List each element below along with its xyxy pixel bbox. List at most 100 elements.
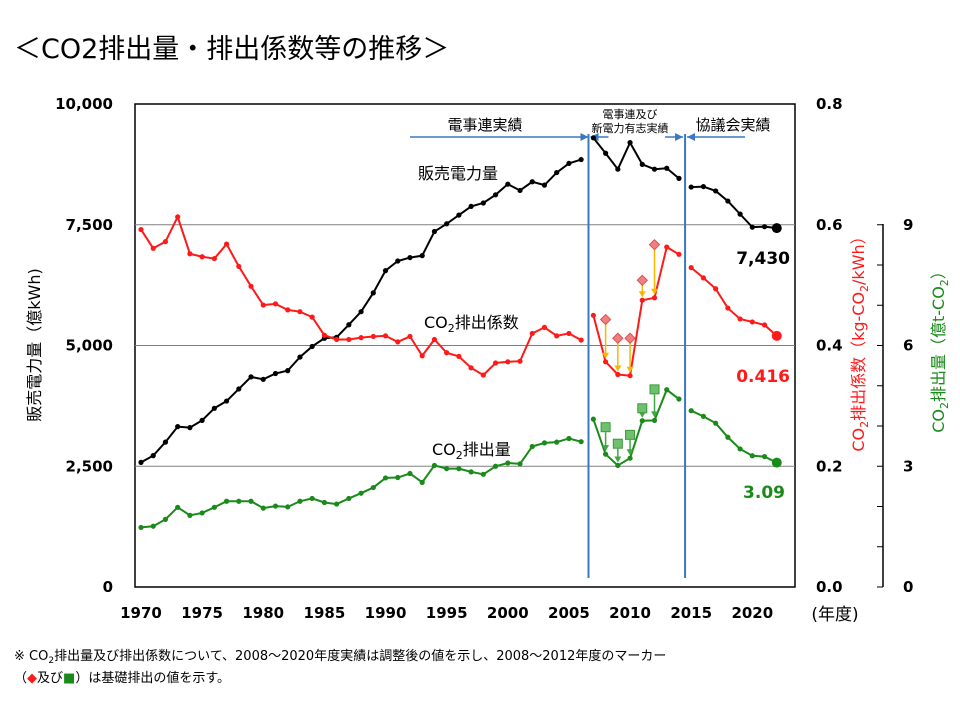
end-value-sales: 7,430 [736,249,790,269]
sales-point [260,376,266,382]
coef-line-seg-1 [592,245,680,377]
sales-point [211,405,217,411]
sales-point [419,253,425,259]
period2-label-line2: 新電力有志実績 [592,121,669,135]
emission-point [468,469,474,475]
end-value-emission: 3.09 [743,483,785,503]
square-adjust-arrowhead [602,445,610,452]
sales-point [248,374,254,380]
coef-point [651,295,658,301]
emission-point [150,523,156,529]
right1-tick-label: 0.2 [816,457,843,475]
coef-point [382,333,389,339]
emission-point [346,495,352,502]
coef-base-marker [612,332,624,344]
emission-point [688,408,694,414]
emission-point [749,453,755,459]
coef-point [676,251,682,257]
emission-point [517,461,523,467]
left-tick-label: 2,500 [66,457,113,475]
emission-point [309,495,315,502]
sales-point [187,425,193,431]
sales-point [676,175,682,181]
x-tick-label: 2005 [548,604,590,622]
sales-point [664,165,670,171]
page-title: ＜CO2排出量・排出係数等の推移＞ [14,34,449,65]
coef-base-marker [636,274,648,287]
coef-point [297,309,303,315]
sales-point [737,211,743,217]
emission-base-marker [649,384,660,395]
coef-point [444,350,450,356]
right2-axis-title: CO2排出量（億t-CO2） [929,263,951,433]
x-tick-label: 1990 [365,604,407,622]
emission-base-marker [600,422,611,433]
sales-point [285,368,291,374]
diamond-adjust-arrowhead [651,288,659,295]
emission-point [627,455,633,461]
arrow-period2-right-head [675,133,684,141]
emission-point [260,505,266,511]
left-tick-label: 7,500 [66,216,113,234]
series-label-emission: CO2排出量 [432,440,511,462]
sales-point [541,182,548,188]
emission-point [615,462,621,469]
emission-point [590,416,596,422]
period-arrows [410,133,746,141]
series-label-coef: CO2排出係数 [424,313,519,335]
sales-point [761,224,768,230]
sales-point [713,188,719,194]
emission-point [187,512,193,518]
x-tick-label: 1980 [242,604,284,622]
gridlines [135,224,795,467]
coef-point [688,265,694,271]
sales-point [223,398,230,404]
emission-point [162,516,169,522]
left-tick-label: 10,000 [55,95,113,113]
emission-point [554,439,560,445]
sales-point [725,198,731,204]
coef-point [578,337,584,343]
emission-point [761,453,768,460]
square-adjust-arrowhead [614,456,622,463]
emission-point [175,504,181,510]
coef-point [162,239,169,245]
sales-point [468,203,474,209]
coef-point [615,371,621,378]
sales-point [456,212,462,218]
coef-point [150,245,156,251]
emission-point [566,435,572,442]
coef-point [492,360,499,366]
emission-point [700,413,707,419]
sales-point [590,135,596,141]
sales-point [370,290,376,296]
right2-tick-label: 9 [903,216,913,234]
diamond-adjust-arrowhead [602,352,610,359]
period1-label: 電事連実績 [447,116,522,134]
coef-point [370,333,376,340]
emission-point [444,466,450,472]
sales-line-seg-1 [592,137,680,180]
emission-line-seg-0 [140,437,582,529]
sales-point [236,386,242,392]
emission-point [138,524,144,531]
coef-line-seg-0 [140,214,582,377]
coef-point [223,241,230,247]
coef-point [541,324,548,330]
sales-point [309,343,315,350]
sales-point [700,183,707,190]
series-label-sales: 販売電力量 [418,164,498,183]
coef-point [468,365,474,371]
sales-point [492,192,499,198]
emission-point [541,440,548,446]
coef-point [419,353,425,359]
left-axis-title: 販売電力量（億kWh) [25,268,44,421]
emission-point [236,498,242,504]
sales-point [346,322,352,328]
sales-point [444,221,450,227]
diamond-adjust-arrowhead [614,365,622,372]
emission-point [407,470,413,477]
right1-tick-label: 0.8 [816,95,843,113]
sales-point [688,184,694,190]
